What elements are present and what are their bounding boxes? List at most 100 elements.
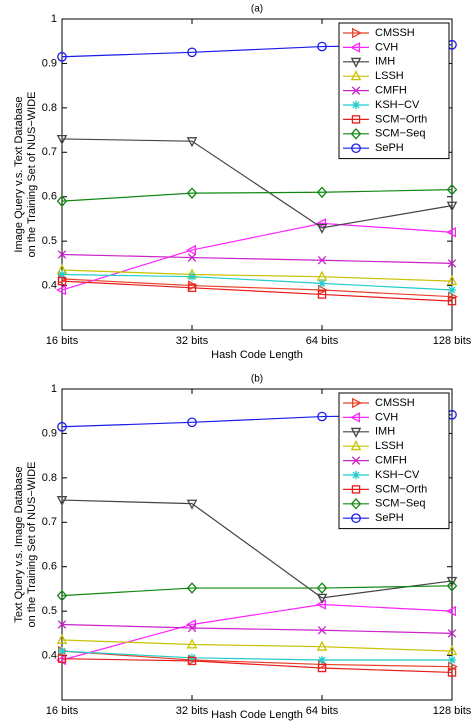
y-axis-label-line: on the Training Set of NUS−WIDE [26, 462, 38, 628]
point-cmssh-3 [317, 284, 329, 296]
point-scm-orth-1 [57, 276, 67, 286]
point-seph-2 [187, 47, 197, 58]
series-ksh-cv [57, 646, 457, 665]
point-imh-1 [56, 134, 68, 145]
x-tick-label: 16 bits [46, 705, 79, 717]
x-axis-label: Hash Code Length [211, 349, 303, 361]
point-cvh-1 [55, 284, 67, 296]
legend-entry-scm-orth: SCM−Orth [343, 113, 427, 125]
y-axis: 0.4 0.5 0.6 0.7 0.8 0.9 1 [42, 13, 452, 291]
point-ksh-cv-3 [317, 279, 327, 288]
chart-title: (a) [251, 4, 263, 15]
x-axis: 16 bits 32 bits 64 bits 128 bits [46, 389, 472, 717]
y-tick-label: 0.9 [42, 427, 57, 439]
point-imh-4 [446, 576, 458, 587]
point-imh-1 [56, 496, 68, 507]
legend-label: SCM−Seq [375, 498, 425, 510]
series-line-cmfh [61, 623, 453, 634]
y-axis-label: Image Query v.s. Text Databaseon the Tra… [13, 92, 38, 258]
point-cvh-4 [445, 605, 457, 617]
point-scm-orth-4 [447, 668, 457, 677]
point-ksh-cv-2 [187, 272, 197, 281]
series-line-scm-orth [61, 280, 453, 302]
series-line-lssh [61, 269, 453, 282]
legend-marker [351, 513, 361, 524]
legend-entry-cvh: CVH [343, 411, 398, 423]
legend-entry-lssh: LSSH [343, 70, 404, 82]
series-ksh-cv [57, 270, 457, 295]
series-scm-seq [56, 183, 458, 207]
y-axis-label-line: on the Training Set of NUS−WIDE [26, 92, 38, 258]
point-cmfh-4 [447, 629, 457, 638]
legend-entry-cmfh: CMFH [343, 455, 407, 467]
point-ksh-cv-3 [317, 655, 327, 665]
y-axis-label-line: Image Query v.s. Text Database [13, 96, 25, 252]
y-tick-label: 0.6 [42, 561, 57, 573]
point-imh-3 [316, 223, 328, 234]
series-imh [56, 496, 458, 604]
x-tick-label: 64 bits [306, 705, 339, 717]
series-line-cmssh [61, 278, 453, 298]
point-seph-1 [57, 51, 67, 62]
series-line-lssh [61, 639, 453, 652]
chart-title: (b) [251, 374, 263, 385]
legend-entry-scm-seq: SCM−Seq [343, 498, 425, 510]
legend-label: SePH [375, 142, 404, 154]
x-tick-label: 32 bits [176, 335, 209, 347]
legend-label: IMH [375, 426, 395, 438]
legend-entry-scm-orth: SCM−Orth [343, 483, 427, 495]
point-scm-seq-3 [316, 582, 328, 594]
y-tick-label: 0.8 [42, 102, 57, 114]
point-scm-orth-1 [57, 654, 67, 663]
legend-label: CVH [375, 411, 398, 423]
point-cvh-3 [315, 218, 327, 229]
y-axis: 0.4 0.5 0.6 0.7 0.8 0.9 1 [42, 383, 452, 661]
legend-marker [350, 427, 362, 438]
series-line-scm-seq [61, 585, 453, 597]
series-cvh [55, 218, 457, 296]
series-line-ksh-cv [61, 650, 452, 661]
point-scm-seq-4 [446, 183, 458, 196]
point-scm-orth-3 [317, 290, 327, 299]
point-scm-orth-2 [187, 656, 197, 666]
point-lssh-3 [316, 640, 328, 651]
x-tick-label: 128 bits [433, 705, 472, 717]
legend-label: CMFH [375, 455, 407, 467]
legend-entry-ksh-cv: KSH−CV [343, 99, 420, 111]
legend-marker [351, 115, 361, 124]
point-lssh-2 [186, 638, 198, 649]
point-cmfh-2 [187, 623, 197, 633]
point-imh-2 [186, 137, 198, 148]
legend-label: CMFH [375, 85, 407, 97]
y-tick-label: 0.7 [42, 146, 57, 158]
series-scm-orth [57, 654, 457, 677]
legend-label: LSSH [375, 70, 404, 82]
series-cmfh [57, 250, 457, 268]
legend-entry-cmssh: CMSSH [343, 397, 415, 409]
legend-marker [351, 27, 363, 39]
y-tick-label: 0.5 [42, 605, 57, 617]
y-axis-label: Text Query v.s. Image Databaseon the Tra… [13, 462, 38, 628]
series-group [55, 409, 459, 677]
point-ksh-cv-1 [57, 646, 67, 656]
point-scm-orth-4 [447, 296, 457, 306]
series-lssh [56, 634, 458, 656]
y-tick-label: 0.4 [42, 279, 57, 291]
legend-label: KSH−CV [375, 469, 420, 481]
series-line-scm-orth [61, 658, 453, 674]
point-seph-3 [317, 41, 327, 52]
point-scm-seq-3 [316, 186, 328, 199]
point-seph-3 [317, 411, 327, 422]
point-scm-seq-1 [56, 589, 68, 602]
legend-marker [350, 70, 362, 81]
legend-marker [349, 42, 361, 53]
legend-label: SCM−Orth [375, 113, 427, 125]
point-seph-2 [187, 417, 197, 428]
legend: CMSSH CVH IMH LSSH CMFH KSH−CV SCM−Orth SCM−Seq… [338, 392, 450, 530]
x-axis-label: Hash Code Length [211, 709, 303, 721]
series-scm-seq [56, 580, 458, 602]
legend-label: KSH−CV [375, 99, 420, 111]
legend-marker [351, 86, 361, 95]
legend-entry-seph: SePH [343, 142, 404, 154]
